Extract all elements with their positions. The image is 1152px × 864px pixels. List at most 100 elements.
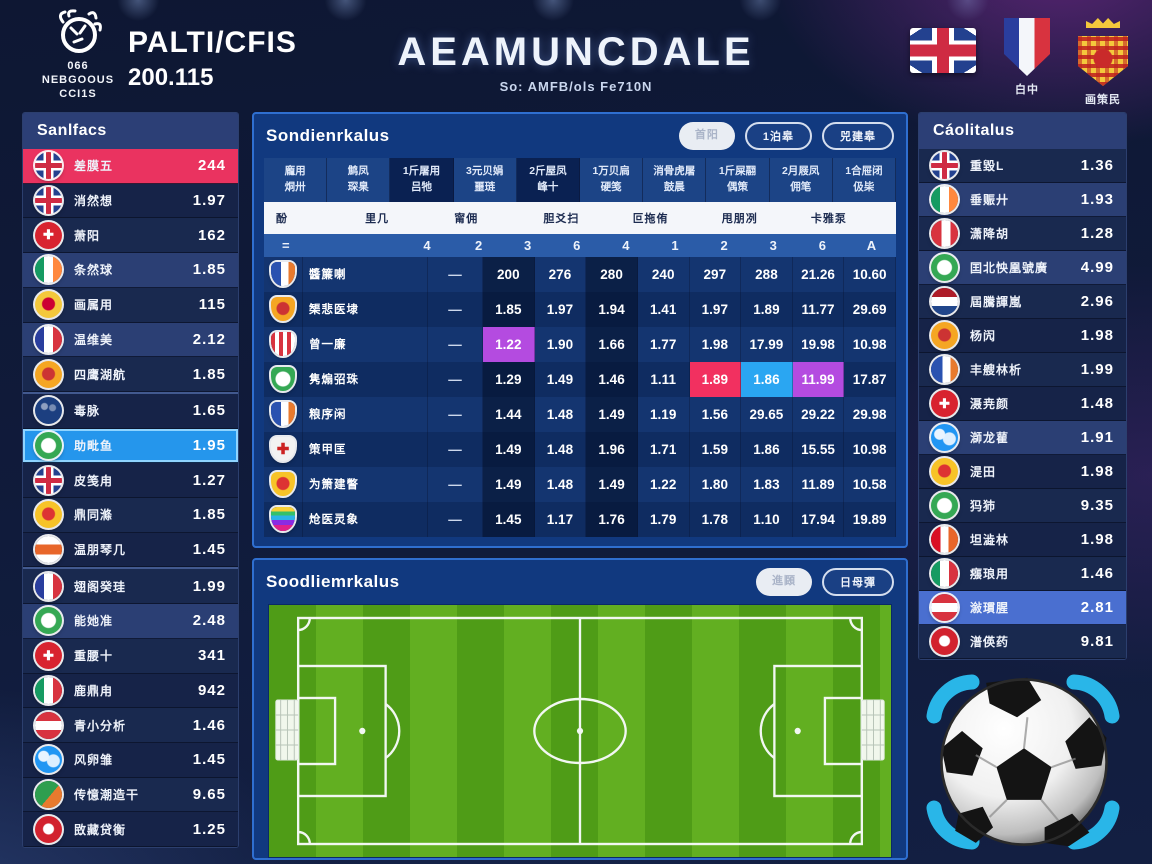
odds-cell[interactable]: 1.29 xyxy=(483,361,535,397)
odds-cell[interactable]: 1.59 xyxy=(690,431,742,467)
numbers-row-cell[interactable]: 2 xyxy=(474,237,483,253)
odds-cell[interactable]: 1.86 xyxy=(741,361,793,397)
list-item[interactable]: 助毗鱼 1.95 xyxy=(23,428,238,464)
odds-cell[interactable]: 1.19 xyxy=(638,396,690,432)
list-item[interactable]: 丰艘林析 1.99 xyxy=(919,353,1126,387)
numbers-row-cell[interactable]: 4 xyxy=(423,237,431,253)
list-item[interactable]: 瘬琅用 1.46 xyxy=(919,557,1126,591)
numbers-row-cell[interactable]: A xyxy=(866,237,877,253)
table-row[interactable]: 为箫建瞥 — 1.49 1.48 1.49 1.22 1.80 1.83 11.… xyxy=(264,466,896,502)
list-item[interactable]: 囯北怏凰號廣 4.99 xyxy=(919,251,1126,285)
odds-cell[interactable]: 11.77 xyxy=(793,291,845,327)
odds-cell[interactable]: 1.49 xyxy=(586,396,638,432)
list-item[interactable]: 皮笺甪 1.27 xyxy=(23,463,238,499)
list-item[interactable]: 敃藏贷衡 1.25 xyxy=(23,812,238,847)
table-row[interactable]: 醬簾喇 — 200 276 280 240 297 288 21.26 10.6… xyxy=(264,256,896,292)
list-item[interactable]: 温朋琴几 1.45 xyxy=(23,532,238,568)
numbers-row-cell[interactable]: 4 xyxy=(622,237,630,253)
table-row[interactable]: 榘悲医埭 — 1.85 1.97 1.94 1.41 1.97 1.89 11.… xyxy=(264,291,896,327)
odds-cell[interactable]: 17.87 xyxy=(844,361,896,397)
odds-cell[interactable]: 1.49 xyxy=(483,466,535,502)
odds-cell[interactable]: 1.45 xyxy=(483,501,535,537)
odds-cell[interactable]: 1.17 xyxy=(535,501,587,537)
odds-cell[interactable]: 1.22 xyxy=(483,326,535,362)
odds-cell[interactable]: 17.99 xyxy=(741,326,793,362)
filter-button[interactable]: 1泊皋 xyxy=(744,122,812,150)
odds-cell[interactable]: 1.89 xyxy=(741,291,793,327)
odds-cell[interactable]: 1.22 xyxy=(638,466,690,502)
table-row[interactable]: 策甲匡 — 1.49 1.48 1.96 1.71 1.59 1.86 15.5… xyxy=(264,431,896,467)
numbers-row-cell[interactable]: 6 xyxy=(818,237,826,253)
odds-cell[interactable]: 288 xyxy=(741,256,793,292)
list-item[interactable]: 差膜五 244 xyxy=(23,149,238,184)
football-pitch[interactable] xyxy=(268,604,892,858)
column-header[interactable]: 2月屐凤 佣笔 xyxy=(769,158,833,202)
list-item[interactable]: 画属用 115 xyxy=(23,287,238,323)
odds-cell[interactable]: 29.65 xyxy=(741,396,793,432)
odds-cell[interactable]: 1.49 xyxy=(483,431,535,467)
list-item[interactable]: 消然想 1.97 xyxy=(23,183,238,219)
odds-cell[interactable]: 1.98 xyxy=(690,326,742,362)
column-header[interactable]: 1合屉闭 伋枈 xyxy=(832,158,897,202)
france-flag-shield[interactable]: 白中 xyxy=(1004,18,1050,97)
odds-cell[interactable]: 1.80 xyxy=(690,466,742,502)
odds-cell[interactable]: 21.26 xyxy=(793,256,845,292)
odds-cell[interactable]: 29.98 xyxy=(844,396,896,432)
spain-crest[interactable]: 画策民 xyxy=(1078,18,1128,107)
odds-cell[interactable]: 17.94 xyxy=(793,501,845,537)
odds-cell[interactable]: 19.89 xyxy=(844,501,896,537)
table-row[interactable]: 隽煽弨珠 — 1.29 1.49 1.46 1.11 1.89 1.86 11.… xyxy=(264,361,896,397)
list-item[interactable]: 潊瑻腥 2.81 xyxy=(919,591,1126,625)
list-item[interactable]: 滠尭颜 1.48 xyxy=(919,387,1126,421)
odds-cell[interactable]: 297 xyxy=(690,256,742,292)
odds-cell[interactable]: 280 xyxy=(586,256,638,292)
column-header[interactable]: 2斤屋凤 峰十 xyxy=(516,158,581,202)
list-item[interactable]: 重腰十 341 xyxy=(23,638,238,674)
column-header[interactable]: 鹪凤 琛臬 xyxy=(327,158,391,202)
table-row[interactable]: 曾一廉 — 1.22 1.90 1.66 1.77 1.98 17.99 19.… xyxy=(264,326,896,362)
filter-button[interactable]: 兕建皋 xyxy=(822,122,894,150)
odds-cell[interactable]: 11.89 xyxy=(793,466,845,502)
odds-cell[interactable]: 1.77 xyxy=(638,326,690,362)
odds-cell[interactable]: 1.89 xyxy=(689,361,742,397)
list-item[interactable]: 湜田 1.98 xyxy=(919,455,1126,489)
column-header[interactable]: 3元贝娟 噩琏 xyxy=(453,158,517,202)
ball-widget[interactable] xyxy=(910,660,1136,864)
odds-cell[interactable]: 1.97 xyxy=(690,291,742,327)
table-row[interactable]: 炝医灵象 — 1.45 1.17 1.76 1.79 1.78 1.10 17.… xyxy=(264,501,896,537)
odds-cell[interactable]: 1.41 xyxy=(638,291,690,327)
odds-cell[interactable]: 200 xyxy=(483,256,535,292)
odds-cell[interactable]: 11.99 xyxy=(792,361,845,397)
numbers-row-cell[interactable]: 1 xyxy=(671,237,679,253)
list-item[interactable]: 鹿鼎甪 942 xyxy=(23,673,238,709)
odds-cell[interactable]: 240 xyxy=(638,256,690,292)
numbers-row-cell[interactable]: = xyxy=(282,237,290,253)
odds-cell[interactable]: 19.98 xyxy=(793,326,845,362)
column-header[interactable]: 1万贝扃 硬笺 xyxy=(580,158,644,202)
list-item[interactable]: 潇降胡 1.28 xyxy=(919,217,1126,251)
numbers-row-cell[interactable]: 2 xyxy=(720,237,728,253)
odds-cell[interactable]: 15.55 xyxy=(793,431,845,467)
odds-cell[interactable]: 1.83 xyxy=(741,466,793,502)
filter-button[interactable]: 首阳 xyxy=(678,122,735,150)
numbers-row-cell[interactable]: 6 xyxy=(573,237,581,253)
pitch-button[interactable]: 日母彈 xyxy=(822,568,894,596)
table-row[interactable]: 粮序闲 — 1.44 1.48 1.49 1.19 1.56 29.65 29.… xyxy=(264,396,896,432)
odds-cell[interactable]: 1.11 xyxy=(638,361,690,397)
odds-cell[interactable]: 1.86 xyxy=(741,431,793,467)
odds-cell[interactable]: 1.48 xyxy=(535,396,587,432)
list-item[interactable]: 青小分析 1.46 xyxy=(23,708,238,743)
odds-cell[interactable]: 1.46 xyxy=(586,361,638,397)
list-item[interactable]: 溮龙雚 1.91 xyxy=(919,421,1126,455)
list-item[interactable]: 四鹰湖航 1.85 xyxy=(23,357,238,392)
list-item[interactable]: 垂赈廾 1.93 xyxy=(919,183,1126,217)
odds-cell[interactable]: 1.71 xyxy=(638,431,690,467)
odds-cell[interactable]: 1.85 xyxy=(483,291,535,327)
odds-cell[interactable]: 10.60 xyxy=(844,256,896,292)
list-item[interactable]: 犸犻 9.35 xyxy=(919,489,1126,523)
odds-cell[interactable]: 1.96 xyxy=(586,431,638,467)
odds-cell[interactable]: 1.10 xyxy=(741,501,793,537)
odds-cell[interactable]: 10.98 xyxy=(844,326,896,362)
pitch-button[interactable]: 進頥 xyxy=(756,568,812,596)
numbers-row-cell[interactable]: 3 xyxy=(524,237,532,253)
